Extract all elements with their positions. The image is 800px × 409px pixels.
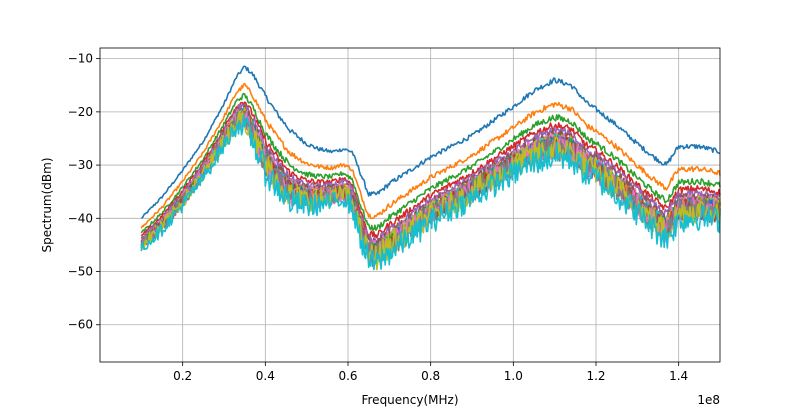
x-axis-offset-label: 1e8 xyxy=(697,393,720,407)
y-tick-label: −40 xyxy=(68,211,93,225)
series-line-3 xyxy=(140,92,721,234)
y-axis-label: Spectrum(dBm) xyxy=(40,157,54,252)
x-tick-label: 0.8 xyxy=(421,369,440,383)
series-line-1 xyxy=(141,65,721,219)
x-axis: 0.2 0.4 0.6 0.8 1.0 1.2 1.4 xyxy=(173,362,688,383)
plot-series-group xyxy=(140,65,721,271)
x-tick-label: 1.0 xyxy=(504,369,523,383)
x-tick-label: 0.4 xyxy=(256,369,275,383)
series-line-20 xyxy=(140,114,721,271)
x-tick-label: 0.2 xyxy=(173,369,192,383)
y-tick-label: −10 xyxy=(68,52,93,66)
series-line-2 xyxy=(140,82,721,229)
plot-frame xyxy=(99,47,721,363)
x-axis-label: Frequency(MHz) xyxy=(361,393,458,407)
series-line-19 xyxy=(140,111,721,271)
y-tick-label: −30 xyxy=(68,158,93,172)
y-tick-label: −60 xyxy=(68,318,93,332)
y-tick-label: −20 xyxy=(68,105,93,119)
x-tick-label: 1.4 xyxy=(669,369,688,383)
x-tick-label: 1.2 xyxy=(586,369,605,383)
x-tick-label: 0.6 xyxy=(338,369,357,383)
y-tick-label: −50 xyxy=(68,265,93,279)
y-axis: −60 −50 −40 −30 −20 −10 xyxy=(68,52,100,332)
